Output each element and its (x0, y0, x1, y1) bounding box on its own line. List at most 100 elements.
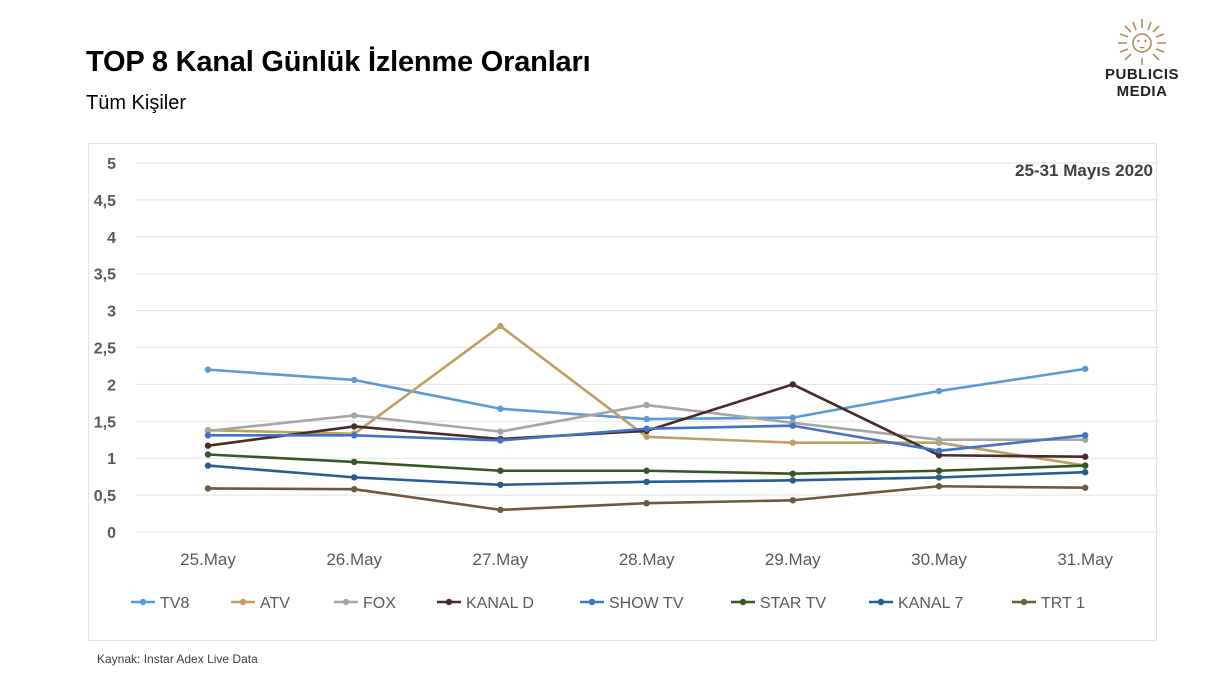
legend-item: STAR TV (731, 595, 826, 612)
data-point (789, 422, 796, 429)
data-point (204, 432, 212, 439)
data-point (643, 433, 650, 440)
data-point (1082, 365, 1089, 373)
logo-text-media: MEDIA (1116, 83, 1168, 100)
x-tick-label: 25.May (180, 550, 236, 569)
series-line (207, 367, 1086, 421)
x-tick-label: 30.May (911, 550, 967, 569)
data-point (351, 412, 358, 419)
data-point (1082, 462, 1089, 469)
y-tick-label: 4,5 (94, 193, 116, 210)
legend-item: FOX (334, 595, 396, 612)
legend-item: SHOW TV (580, 595, 684, 612)
y-tick-label: 2 (107, 377, 116, 394)
page-subtitle: Tüm Kişiler (86, 92, 187, 114)
data-point (643, 401, 650, 409)
chart-legend: TV8 ATV FOX KANAL D SHOW TV STAR TV KANAL 7 TRT… (131, 595, 1085, 612)
legend-label: KANAL D (466, 595, 534, 612)
data-point (204, 451, 212, 458)
data-point (497, 322, 504, 330)
data-point (1082, 432, 1089, 439)
data-point (643, 467, 650, 474)
x-tick-label: 26.May (326, 550, 382, 569)
legend-swatch-marker (139, 598, 147, 606)
data-point (935, 436, 943, 443)
data-point (497, 437, 504, 444)
data-point (643, 478, 650, 486)
series-star-tv (204, 451, 1089, 477)
data-point (497, 481, 504, 488)
data-point (935, 452, 943, 459)
y-tick-label: 1,5 (94, 414, 116, 431)
data-point (643, 415, 650, 423)
data-point (789, 497, 796, 504)
data-point (789, 381, 796, 388)
data-point (497, 405, 504, 412)
data-point (351, 474, 358, 481)
legend-label: ATV (260, 595, 290, 612)
x-tick-label: 31.May (1057, 550, 1113, 569)
data-point (643, 425, 650, 432)
data-point (789, 414, 796, 421)
series-lines (204, 322, 1089, 514)
data-point (497, 467, 504, 474)
legend-item: KANAL D (437, 595, 534, 612)
lion-head-icon (1118, 19, 1166, 65)
series-kanal-7 (204, 462, 1089, 488)
x-tick-label: 29.May (765, 550, 821, 569)
legend-label: STAR TV (760, 595, 826, 612)
data-point (351, 458, 358, 466)
y-tick-label: 5 (107, 156, 116, 173)
data-point (643, 500, 650, 507)
series-tv8 (204, 365, 1089, 423)
legend-swatch-marker (739, 598, 747, 606)
x-tick-label: 27.May (473, 550, 529, 569)
data-point (789, 477, 796, 484)
data-point (1082, 436, 1089, 443)
y-tick-label: 0,5 (94, 488, 116, 505)
legend-swatch-marker (1020, 598, 1028, 606)
data-point (935, 483, 943, 490)
data-point (351, 423, 358, 430)
data-point (935, 474, 943, 481)
data-point (351, 432, 358, 439)
legend-swatch-marker (588, 598, 596, 606)
chart-date-annotation: 25-31 Mayıs 2020 (1015, 161, 1153, 180)
legend-swatch-marker (445, 598, 453, 606)
data-point (204, 485, 212, 492)
data-point (497, 428, 504, 435)
data-point (1082, 484, 1089, 491)
data-point (351, 376, 358, 384)
data-point (204, 366, 212, 373)
data-point (351, 485, 358, 493)
data-point (789, 439, 796, 446)
legend-item: ATV (231, 595, 290, 612)
legend-label: KANAL 7 (898, 595, 963, 612)
legend-label: SHOW TV (609, 595, 684, 612)
source-note: Kaynak: Instar Adex Live Data (97, 652, 258, 666)
data-point (935, 387, 943, 395)
data-point (204, 442, 212, 449)
data-point (204, 462, 212, 469)
legend-swatch-marker (239, 598, 247, 606)
x-tick-label: 28.May (619, 550, 675, 569)
data-point (935, 447, 943, 455)
chart-frame (88, 143, 1157, 641)
grid-lines (136, 162, 1158, 533)
data-point (497, 506, 504, 514)
legend-item: TRT 1 (1012, 595, 1085, 612)
legend-item: KANAL 7 (869, 595, 963, 612)
series-show-tv (204, 422, 1089, 455)
legend-label: TV8 (160, 595, 189, 612)
data-point (789, 470, 796, 477)
y-tick-label: 1 (107, 451, 116, 468)
y-tick-label: 4 (107, 230, 116, 247)
legend-label: TRT 1 (1041, 595, 1085, 612)
y-tick-label: 3,5 (94, 267, 116, 284)
series-atv (204, 322, 1089, 469)
y-tick-label: 2,5 (94, 341, 116, 358)
logo-text-publicis: PUBLICIS (1104, 66, 1179, 83)
data-point (1082, 469, 1089, 476)
data-point (204, 427, 212, 435)
